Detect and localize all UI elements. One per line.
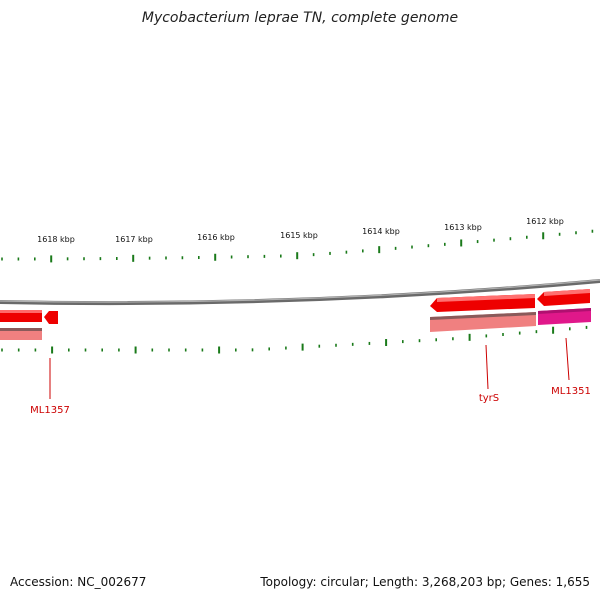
genome-backbone-highlight bbox=[0, 279, 600, 303]
callout-line-ml1351 bbox=[565, 337, 570, 381]
genome-backbone bbox=[0, 279, 600, 306]
kbp-label-1617: 1617 kbp bbox=[115, 235, 153, 244]
accession-text: Accession: NC_002677 bbox=[10, 575, 147, 589]
lower-ruler-ticks bbox=[1, 325, 588, 354]
kbp-label-1615: 1615 kbp bbox=[280, 231, 318, 240]
gene-label-tyrs[interactable]: tyrS bbox=[479, 393, 499, 404]
gene-feature-shine bbox=[0, 310, 42, 313]
genome-summary-text: Topology: circular; Length: 3,268,203 bp… bbox=[260, 575, 590, 589]
kbp-label-1618: 1618 kbp bbox=[37, 235, 75, 244]
gene-tyrs-shine bbox=[437, 294, 535, 302]
gene-label-ml1357[interactable]: ML1357 bbox=[30, 405, 70, 416]
gene-ml1351-shine bbox=[544, 289, 590, 296]
kbp-labels: 1618 kbp 1617 kbp 1616 kbp 1615 kbp 1614… bbox=[37, 217, 564, 244]
kbp-label-1614: 1614 kbp bbox=[362, 227, 400, 236]
kbp-label-1612: 1612 kbp bbox=[526, 217, 564, 226]
gene-arrow-small[interactable] bbox=[44, 311, 58, 324]
upper-ruler-ticks bbox=[1, 229, 594, 263]
gene-label-ml1351[interactable]: ML1351 bbox=[551, 386, 591, 397]
gene-tyrs-block[interactable] bbox=[430, 294, 536, 332]
kbp-label-1616: 1616 kbp bbox=[197, 233, 235, 242]
callout-line-tyrs bbox=[485, 344, 489, 390]
cds-feature-shade bbox=[0, 328, 42, 331]
kbp-label-1613: 1613 kbp bbox=[444, 223, 482, 232]
gene-ml1357-block[interactable] bbox=[0, 310, 58, 340]
cds-ml1351-shade bbox=[538, 308, 591, 314]
genome-title: Mycobacterium leprae TN, complete genome bbox=[141, 10, 459, 26]
cds-tyrs-shade bbox=[430, 312, 536, 320]
gene-ml1351-block[interactable] bbox=[537, 289, 591, 325]
